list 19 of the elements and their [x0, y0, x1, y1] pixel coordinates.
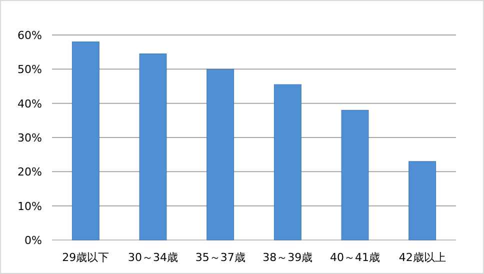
- y-tick-label: 30%: [18, 132, 42, 144]
- y-tick-label: 40%: [18, 97, 42, 110]
- x-tick-label: 29歳以下: [62, 251, 110, 264]
- x-tick-label: 40～41歳: [330, 251, 380, 264]
- y-tick-label: 50%: [18, 63, 42, 76]
- y-tick-label: 20%: [18, 166, 42, 179]
- y-tick-label: 0%: [24, 234, 42, 247]
- bar: [408, 161, 436, 240]
- x-tick-label: 30～34歳: [128, 251, 178, 264]
- x-tick-label: 38～39歳: [262, 251, 313, 264]
- bar: [274, 84, 302, 240]
- y-tick-label: 60%: [18, 29, 42, 42]
- bar: [206, 68, 234, 240]
- bar: [341, 110, 369, 240]
- x-tick-label: 42歳以上: [398, 251, 446, 264]
- x-tick-label: 35～37歳: [195, 251, 246, 264]
- bar: [139, 54, 167, 240]
- bar: [72, 42, 100, 240]
- y-tick-label: 10%: [18, 200, 42, 213]
